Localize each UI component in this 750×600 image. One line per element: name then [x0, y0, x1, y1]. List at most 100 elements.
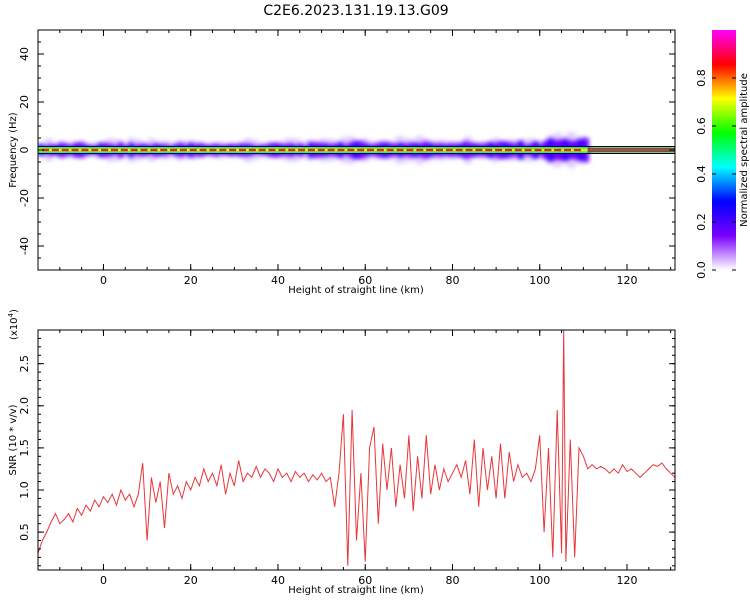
y-tick-label: -20 — [18, 189, 31, 207]
ridge-red-segment — [189, 148, 197, 152]
spectrogram-panel: 0 20 40 60 80 100 120 -40 -20 0 20 40 Frequency (Hz… — [8, 29, 676, 296]
spectrogram-y-axis-label: Frequency (Hz) — [8, 112, 19, 188]
ridge-red-segment — [455, 148, 463, 152]
y-tick-label: 2.0 — [18, 397, 31, 415]
colorbar-scale — [712, 30, 736, 270]
snr-multiplier-label: (x104) — [7, 309, 20, 340]
x-tick-label: 80 — [445, 574, 459, 587]
ridge-red-segment — [475, 148, 483, 152]
ridge-red-segment — [337, 148, 345, 152]
ridge-red-segment — [130, 148, 138, 152]
ridge-red-segment — [367, 148, 375, 152]
ridge-red-segment — [268, 148, 276, 152]
ridge-red-segment — [278, 148, 286, 152]
snr-panel: 0 20 40 60 80 100 120 0.5 1.0 1.5 2.0 2.5 SNR (10 *… — [7, 309, 676, 596]
colorbar-tick-label: 0.4 — [695, 165, 708, 183]
spectrogram-ticks: 0 20 40 60 80 100 120 -40 -20 0 20 40 — [18, 29, 675, 287]
colorbar-tick-label: 0.8 — [695, 69, 708, 87]
y-tick-label: 1.5 — [18, 439, 31, 457]
ridge-red-segment — [160, 148, 168, 152]
ridge-red-segment — [485, 148, 493, 152]
ridge-red-segment — [406, 148, 414, 152]
snr-y-axis-label: SNR (10 * v/v) — [8, 404, 19, 475]
ridge-red-segment — [42, 148, 49, 152]
x-tick-label: 120 — [617, 574, 638, 587]
snr-series — [38, 330, 675, 566]
ridge-red-segment — [209, 148, 217, 152]
colorbar: 0.0 0.2 0.4 0.6 0.8 Normalized spectral ampl… — [695, 30, 750, 279]
ridge-red-segment — [564, 148, 572, 152]
ridge-red-segment — [307, 148, 315, 152]
y-tick-label: 40 — [18, 47, 31, 61]
spectrogram-x-axis-label: Height of straight line (km) — [288, 285, 424, 296]
y-tick-label: 2.5 — [18, 355, 31, 373]
y-tick-label: -40 — [18, 237, 31, 255]
x-tick-label: 100 — [529, 574, 550, 587]
ridge-red-segment — [71, 148, 79, 152]
ridge-red-segment — [426, 148, 434, 152]
snr-multiplier-base: (x104) — [7, 309, 20, 340]
colorbar-tick-label: 0.0 — [695, 261, 708, 279]
x-tick-label: 40 — [271, 274, 285, 287]
x-tick-label: 120 — [617, 274, 638, 287]
snr-ticks: 0 20 40 60 80 100 120 0.5 1.0 1.5 2.0 2.5 — [18, 330, 675, 587]
y-tick-label: 1.0 — [18, 481, 31, 499]
ridge-red-segment — [327, 148, 335, 152]
chart-title: C2E6.2023.131.19.13.G09 — [263, 3, 448, 19]
ridge-red-segment — [179, 148, 187, 152]
ridge-red-segment — [317, 148, 325, 152]
x-tick-label: 100 — [529, 274, 550, 287]
ridge-red-segment — [110, 148, 118, 152]
colorbar-tick-label: 0.2 — [695, 213, 708, 231]
x-tick-label: 60 — [358, 574, 372, 587]
ridge-red-segment — [504, 148, 512, 152]
ridge-red-segment — [229, 148, 237, 152]
ridge-red-segment — [445, 148, 453, 152]
ridge-red-segment — [524, 148, 532, 152]
colorbar-tick-label: 0.6 — [695, 117, 708, 135]
x-tick-label: 80 — [445, 274, 459, 287]
ridge-red-segment — [140, 148, 148, 152]
ridge-red-segment — [554, 148, 562, 152]
ridge-red-segment — [357, 148, 365, 152]
ridge-red-segment — [101, 148, 109, 152]
ridge-red-segment — [120, 148, 128, 152]
ridge-red-segment — [495, 148, 503, 152]
x-tick-label: 0 — [100, 574, 107, 587]
colorbar-label: Normalized spectral amplitude — [739, 73, 750, 227]
ridge-red-segment — [544, 148, 552, 152]
ridge-red-segment — [51, 148, 59, 152]
x-tick-label: 20 — [184, 574, 198, 587]
snr-frame — [37, 329, 676, 571]
ridge-red-segment — [298, 148, 306, 152]
x-tick-label: 60 — [358, 274, 372, 287]
ridge-red-segment — [91, 148, 99, 152]
colorbar-ticks: 0.0 0.2 0.4 0.6 0.8 — [695, 69, 736, 279]
y-tick-label: 0.5 — [18, 523, 31, 541]
ridge-red-segment — [514, 148, 522, 152]
ridge-red-segment — [435, 148, 443, 152]
ridge-red-segment — [534, 148, 542, 152]
ridge-red-segment — [248, 148, 256, 152]
ridge-red-segment — [199, 148, 207, 152]
snr-line — [38, 330, 675, 566]
ridge-red-segment — [573, 148, 581, 152]
ridge-red-segment — [386, 148, 394, 152]
ridge-red-segment — [347, 148, 355, 152]
ridge-red-segment — [416, 148, 424, 152]
spectral-ridge — [38, 132, 675, 168]
y-tick-label: 20 — [18, 95, 31, 109]
ridge-red-segment — [150, 148, 158, 152]
ridge-red-segment — [61, 148, 69, 152]
ridge-red-segment — [396, 148, 404, 152]
ridge-red-segment — [81, 148, 89, 152]
ridge-red-segment — [219, 148, 227, 152]
ridge-red-segment — [238, 148, 246, 152]
ridge-red-segment — [288, 148, 296, 152]
y-tick-label: 0 — [18, 147, 31, 154]
ridge-red-segment — [465, 148, 473, 152]
snr-x-axis-label: Height of straight line (km) — [288, 585, 424, 596]
x-tick-label: 20 — [184, 274, 198, 287]
x-tick-label: 40 — [271, 574, 285, 587]
